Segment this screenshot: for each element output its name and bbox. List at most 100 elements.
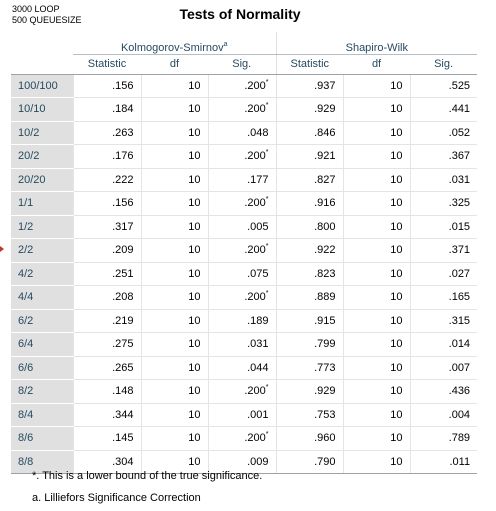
row-label: 8/4 bbox=[11, 403, 73, 427]
table-cell: .789 bbox=[410, 427, 477, 451]
table-cell: 10 bbox=[343, 192, 410, 216]
table-cell: .929 bbox=[276, 98, 343, 122]
table-cell: .014 bbox=[410, 333, 477, 357]
table-title: Tests of Normality bbox=[0, 6, 480, 22]
table-cell: .148 bbox=[73, 380, 141, 404]
column-header: Statistic bbox=[73, 54, 141, 74]
table-cell: 10 bbox=[343, 380, 410, 404]
table-cell: .156 bbox=[73, 74, 141, 98]
table-cell: 10 bbox=[343, 356, 410, 380]
table-row: 1/2.317 10.005.800 10.015 bbox=[11, 215, 477, 239]
table-cell: .200* bbox=[208, 145, 276, 169]
table-cell: .027 bbox=[410, 262, 477, 286]
table-cell: .007 bbox=[410, 356, 477, 380]
table-cell: 10 bbox=[141, 215, 208, 239]
row-label: 6/6 bbox=[11, 356, 73, 380]
row-label: 100/100 bbox=[11, 74, 73, 98]
table-row: 4/4.208 10.200* .889 10.165 bbox=[11, 286, 477, 310]
table-cell: 10 bbox=[141, 262, 208, 286]
table-cell: 10 bbox=[141, 239, 208, 263]
table-cell: .165 bbox=[410, 286, 477, 310]
column-header: df bbox=[141, 54, 208, 74]
table-cell: 10 bbox=[343, 215, 410, 239]
table-row: 10/2.263 10.048.846 10.052 bbox=[11, 121, 477, 145]
footnote-marker: * bbox=[266, 196, 269, 203]
footnote-marker: * bbox=[266, 290, 269, 297]
table-cell: .827 bbox=[276, 168, 343, 192]
table-cell: .052 bbox=[410, 121, 477, 145]
group-header-sw: Shapiro-Wilk bbox=[276, 32, 477, 54]
table-cell: 10 bbox=[343, 74, 410, 98]
table-cell: 10 bbox=[343, 145, 410, 169]
table-cell: 10 bbox=[343, 403, 410, 427]
corner-cell bbox=[11, 32, 73, 54]
table-cell: 10 bbox=[343, 262, 410, 286]
table-cell: .823 bbox=[276, 262, 343, 286]
table-cell: 10 bbox=[141, 98, 208, 122]
table-cell: .251 bbox=[73, 262, 141, 286]
table-cell: 10 bbox=[141, 403, 208, 427]
footnote-marker: * bbox=[266, 431, 269, 438]
group-header-ks: Kolmogorov-Smirnova bbox=[73, 32, 276, 54]
table-cell: .200* bbox=[208, 286, 276, 310]
table-cell: .184 bbox=[73, 98, 141, 122]
table-cell: .921 bbox=[276, 145, 343, 169]
table-cell: .200* bbox=[208, 192, 276, 216]
table-cell: .800 bbox=[276, 215, 343, 239]
footnote-star: *. This is a lower bound of the true sig… bbox=[32, 470, 262, 482]
table-cell: 10 bbox=[343, 309, 410, 333]
row-label: 1/2 bbox=[11, 215, 73, 239]
table-cell: .177 bbox=[208, 168, 276, 192]
table-row: 1/1.156 10.200* .916 10.325 bbox=[11, 192, 477, 216]
table-cell: .773 bbox=[276, 356, 343, 380]
table-cell: 10 bbox=[141, 333, 208, 357]
table-cell: .145 bbox=[73, 427, 141, 451]
table-cell: .960 bbox=[276, 427, 343, 451]
table-cell: 10 bbox=[343, 168, 410, 192]
table-row: 8/4.344 10.001.753 10.004 bbox=[11, 403, 477, 427]
table-cell: .441 bbox=[410, 98, 477, 122]
footnote-a: a. Lilliefors Significance Correction bbox=[32, 492, 201, 504]
table-cell: .915 bbox=[276, 309, 343, 333]
table-row: 8/6.145 10.200* .960 10.789 bbox=[11, 427, 477, 451]
table-cell: .011 bbox=[410, 450, 477, 474]
table-cell: .265 bbox=[73, 356, 141, 380]
table-row: 4/2.251 10.075.823 10.027 bbox=[11, 262, 477, 286]
table-cell: 10 bbox=[141, 356, 208, 380]
table-row: 6/2.219 10.189.915 10.315 bbox=[11, 309, 477, 333]
corner-cell bbox=[11, 54, 73, 74]
table-row: 10/10.184 10.200* .929 10.441 bbox=[11, 98, 477, 122]
table-cell: .200* bbox=[208, 98, 276, 122]
table-cell: .200* bbox=[208, 380, 276, 404]
table-row: 8/2.148 10.200* .929 10.436 bbox=[11, 380, 477, 404]
row-label: 4/2 bbox=[11, 262, 73, 286]
table-cell: .315 bbox=[410, 309, 477, 333]
table-cell: 10 bbox=[141, 427, 208, 451]
table-cell: .344 bbox=[73, 403, 141, 427]
table-cell: .929 bbox=[276, 380, 343, 404]
table-cell: .075 bbox=[208, 262, 276, 286]
table-cell: .001 bbox=[208, 403, 276, 427]
table-cell: 10 bbox=[343, 286, 410, 310]
table-row: 100/100.156 10.200* .937 10.525 bbox=[11, 74, 477, 98]
table-cell: .916 bbox=[276, 192, 343, 216]
table-cell: .005 bbox=[208, 215, 276, 239]
table-cell: .031 bbox=[208, 333, 276, 357]
table-cell: .200* bbox=[208, 74, 276, 98]
table-cell: .208 bbox=[73, 286, 141, 310]
table-cell: 10 bbox=[343, 121, 410, 145]
footnote-marker: * bbox=[266, 384, 269, 391]
table-cell: .004 bbox=[410, 403, 477, 427]
table-cell: 10 bbox=[343, 239, 410, 263]
table-cell: .044 bbox=[208, 356, 276, 380]
footnote-marker: * bbox=[266, 243, 269, 250]
table-cell: 10 bbox=[141, 145, 208, 169]
footnote-marker: * bbox=[266, 149, 269, 156]
table-cell: .176 bbox=[73, 145, 141, 169]
table-cell: .015 bbox=[410, 215, 477, 239]
table-row: 2/2.209 10.200* .922 10.371 bbox=[11, 239, 477, 263]
table-cell: .263 bbox=[73, 121, 141, 145]
row-label: 1/1 bbox=[11, 192, 73, 216]
table-cell: 10 bbox=[141, 74, 208, 98]
table-cell: 10 bbox=[141, 380, 208, 404]
